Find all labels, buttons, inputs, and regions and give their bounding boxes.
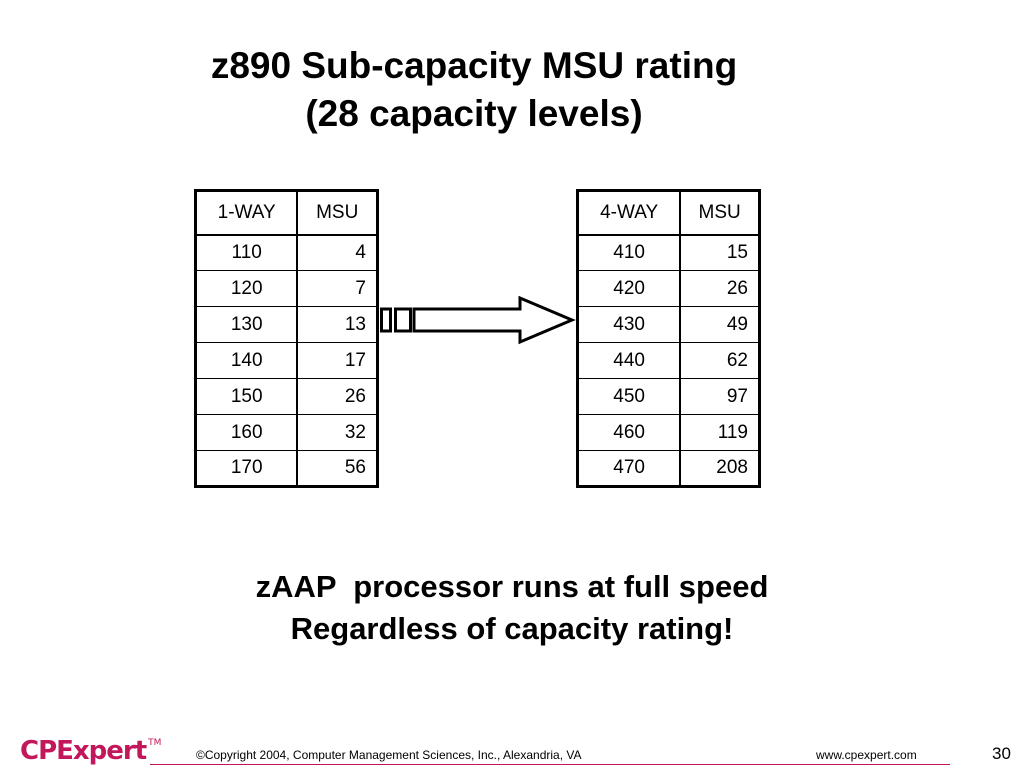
capacity-cell: 160 (195, 414, 299, 451)
table-row: 420 26 (577, 270, 761, 307)
arrow-tail-bar-icon (394, 307, 412, 333)
four-way-msu-table: 4-WAY MSU 410 15 420 26 430 49 440 62 45… (576, 189, 761, 488)
table-row: 110 4 (195, 234, 379, 271)
msu-cell: 13 (296, 306, 379, 343)
capacity-cell: 110 (195, 234, 299, 271)
table-row: 430 49 (577, 306, 761, 343)
msu-cell: 15 (679, 234, 761, 271)
table-row: 170 56 (195, 450, 379, 487)
msu-cell: 56 (296, 450, 379, 487)
table-row: 410 15 (577, 234, 761, 271)
slide-title: z890 Sub-capacity MSU rating (28 capacit… (0, 42, 948, 138)
capacity-cell: 120 (195, 270, 299, 307)
table-row: 460 119 (577, 414, 761, 451)
msu-cell: 17 (296, 342, 379, 379)
table-header-row: 1-WAY MSU (195, 190, 379, 236)
trademark-mark: TM (148, 738, 162, 748)
capacity-cell: 410 (577, 234, 682, 271)
capacity-cell: 470 (577, 450, 682, 487)
title-line-2: (28 capacity levels) (305, 93, 643, 134)
capacity-cell: 130 (195, 306, 299, 343)
arrow-tail-bar-icon (380, 307, 392, 333)
table-row: 440 62 (577, 342, 761, 379)
msu-cell: 97 (679, 378, 761, 415)
msu-cell: 26 (296, 378, 379, 415)
table-row: 120 7 (195, 270, 379, 307)
footer-divider (150, 764, 950, 765)
msu-cell: 208 (679, 450, 761, 487)
capacity-cell: 440 (577, 342, 682, 379)
right-arrow-icon (380, 296, 576, 345)
table-row: 470 208 (577, 450, 761, 487)
column-header-way: 4-WAY (577, 190, 682, 236)
column-header-msu: MSU (296, 190, 379, 236)
msu-cell: 119 (679, 414, 761, 451)
table-row: 150 26 (195, 378, 379, 415)
msu-cell: 26 (679, 270, 761, 307)
column-header-msu: MSU (679, 190, 761, 236)
msu-cell: 32 (296, 414, 379, 451)
table-row: 450 97 (577, 378, 761, 415)
capacity-cell: 140 (195, 342, 299, 379)
capacity-cell: 150 (195, 378, 299, 415)
page-number: 30 (992, 744, 1011, 763)
capacity-cell: 430 (577, 306, 682, 343)
table-row: 160 32 (195, 414, 379, 451)
capacity-cell: 450 (577, 378, 682, 415)
one-way-msu-table: 1-WAY MSU 110 4 120 7 130 13 140 17 150 … (194, 189, 379, 488)
capacity-cell: 420 (577, 270, 682, 307)
arrow-body-icon (412, 296, 576, 345)
msu-cell: 62 (679, 342, 761, 379)
msu-cell: 4 (296, 234, 379, 271)
capacity-cell: 170 (195, 450, 299, 487)
cpexpert-logo: CPExpert TM (20, 736, 161, 766)
copyright-text: ©Copyright 2004, Computer Management Sci… (196, 748, 582, 762)
column-header-way: 1-WAY (195, 190, 299, 236)
logo-text: CPExpert (20, 736, 147, 766)
title-line-1: z890 Sub-capacity MSU rating (210, 45, 738, 86)
zaap-note: zAAP processor runs at full speed Regard… (0, 566, 1024, 650)
capacity-cell: 460 (577, 414, 682, 451)
table-row: 130 13 (195, 306, 379, 343)
table-header-row: 4-WAY MSU (577, 190, 761, 236)
msu-cell: 7 (296, 270, 379, 307)
table-row: 140 17 (195, 342, 379, 379)
note-line-1: zAAP processor runs at full speed (255, 569, 769, 604)
website-link[interactable]: www.cpexpert.com (816, 748, 917, 762)
msu-cell: 49 (679, 306, 761, 343)
note-line-2: Regardless of capacity rating! (290, 611, 734, 646)
